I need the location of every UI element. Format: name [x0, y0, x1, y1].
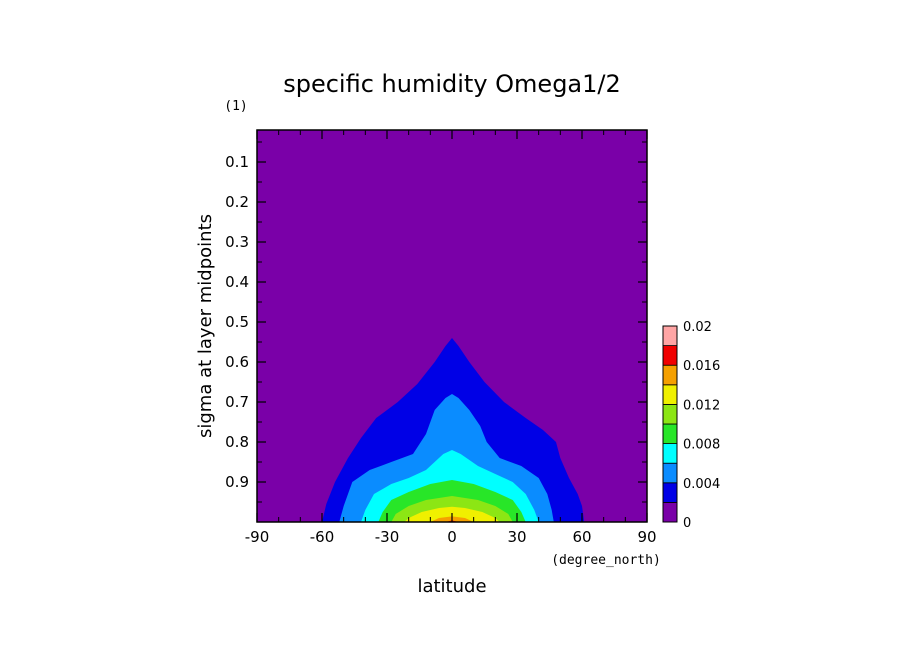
colorbar-swatch	[662, 345, 678, 366]
colorbar-tick-label: 0.004	[683, 477, 720, 492]
x-tick-label: -30	[375, 528, 400, 546]
y-tick-label: 0.9	[225, 473, 249, 491]
x-tick-label: 90	[637, 528, 656, 546]
colorbar-swatch	[662, 364, 678, 386]
plot-area	[257, 130, 647, 522]
colorbar-swatch	[662, 482, 678, 503]
y-tick-label: 0.4	[225, 273, 249, 291]
y-axis-label: sigma at layer midpoints	[195, 214, 216, 438]
x-axis-units: (degree_north)	[551, 553, 661, 568]
colorbar-swatch	[662, 462, 678, 484]
x-tick-label: -90	[245, 528, 270, 546]
colorbar-tick-label: 0.016	[683, 359, 720, 374]
y-axis-units: (1)	[224, 99, 247, 114]
x-tick-label: 60	[572, 528, 591, 546]
y-tick-label: 0.7	[225, 393, 249, 411]
x-axis-label: latitude	[417, 576, 486, 597]
colorbar-tick-label: 0	[683, 516, 691, 531]
colorbar-swatch	[662, 325, 678, 347]
axes: -90 -60 -30 0 30 60 90 0.1 0.2 0.3 0.4 0.5 0.6 0.7 0.8…	[225, 129, 657, 546]
x-tick-label: -60	[310, 528, 335, 546]
colorbar-tick-label: 0.012	[683, 398, 720, 413]
chart-title: specific humidity Omega1/2	[283, 70, 621, 98]
colorbar-tick-label: 0.008	[683, 438, 720, 453]
x-tick-label: 0	[447, 528, 457, 546]
colorbar-swatch	[662, 501, 678, 523]
colorbar-swatch	[662, 403, 678, 425]
y-tick-label: 0.8	[225, 433, 249, 451]
y-tick-label: 0.2	[225, 193, 249, 211]
y-tick-label: 0.3	[225, 233, 249, 251]
y-tick-label: 0.6	[225, 353, 249, 371]
colorbar-swatch	[662, 443, 678, 464]
colorbar-frame	[662, 325, 678, 523]
colorbar-swatch	[662, 384, 678, 405]
colorbar-tick-label: 0.02	[683, 320, 712, 335]
y-tick-label: 0.5	[225, 313, 249, 331]
y-tick-label: 0.1	[225, 153, 249, 171]
colorbar: 0 0.004 0.008 0.012 0.016 0.02	[662, 320, 720, 531]
colorbar-swatch	[662, 423, 678, 445]
x-tick-label: 30	[507, 528, 526, 546]
